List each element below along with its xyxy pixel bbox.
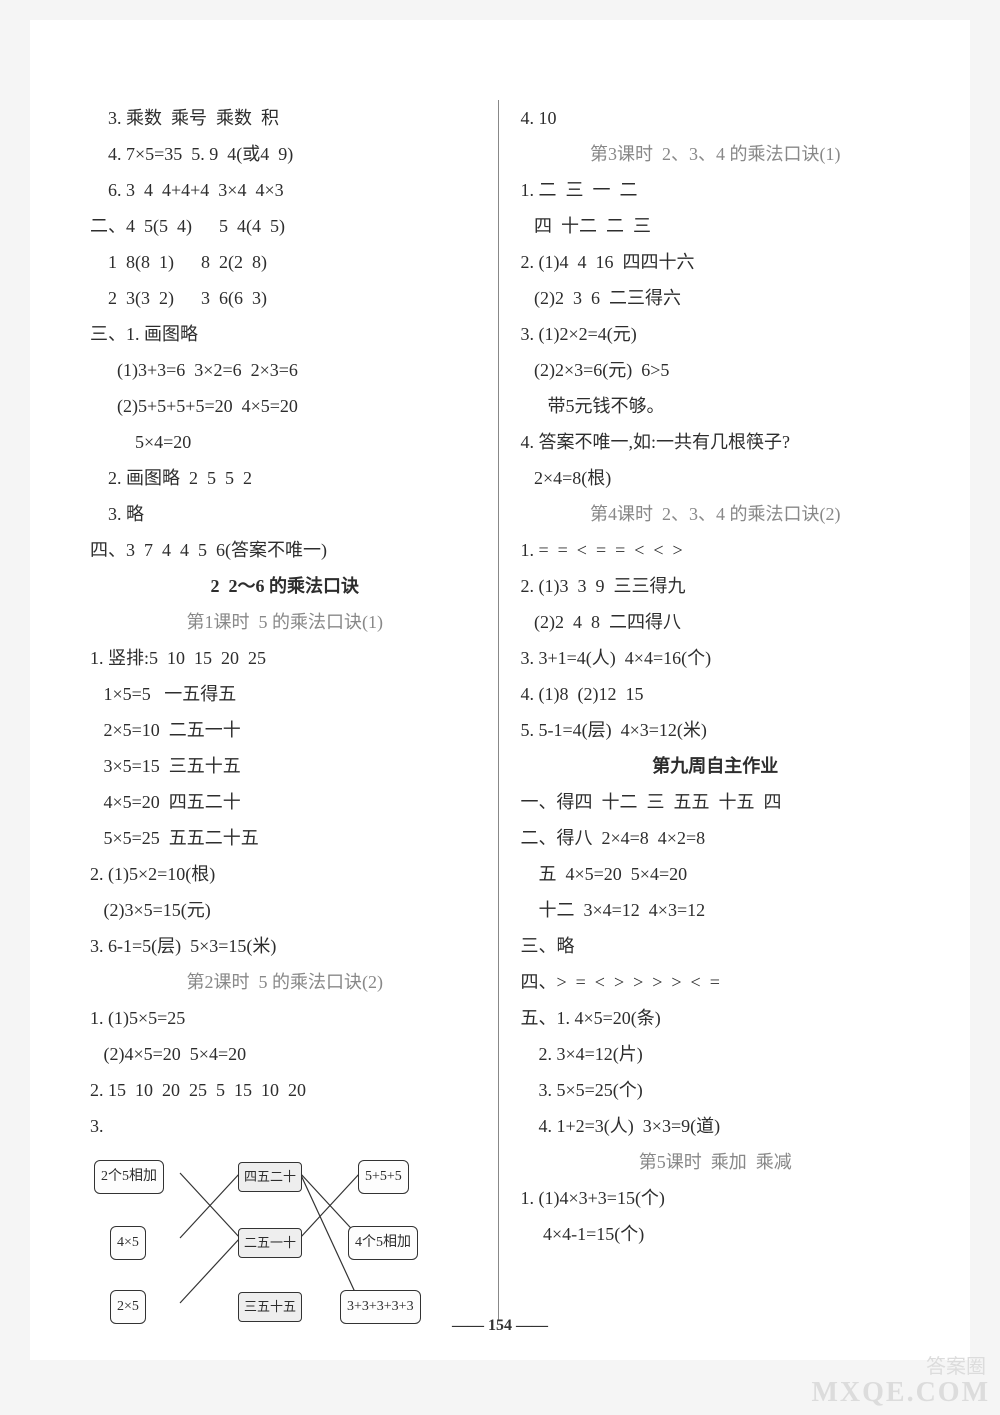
text-line: 1 8(8 1) 8 2(2 8) (90, 244, 480, 280)
text-line: 3. 略 (90, 496, 480, 532)
text-line: 4. 10 (521, 100, 911, 136)
text-line: 3. 3+1=4(人) 4×4=16(个) (521, 640, 911, 676)
diagram-node: 二五一十 (238, 1228, 302, 1258)
text-line: 4. 7×5=35 5. 9 4(或4 9) (90, 136, 480, 172)
text-line: 1. (1)4×3+3=15(个) (521, 1180, 911, 1216)
section-heading: 第九周自主作业 (521, 748, 911, 784)
text-line: (2)2 4 8 二四得八 (521, 604, 911, 640)
lesson-heading: 第2课时 5 的乘法口诀(2) (90, 964, 480, 1000)
text-line: 2. 3×4=12(片) (521, 1036, 911, 1072)
text-line: 3. 乘数 乘号 乘数 积 (90, 100, 480, 136)
text-line: (1)3+3=6 3×2=6 2×3=6 (90, 352, 480, 388)
text-line: 2×4=8(根) (521, 460, 911, 496)
text-line: 四、> = < > > > > < = (521, 964, 911, 1000)
text-line: 5×5=25 五五二十五 (90, 820, 480, 856)
text-line: 3. 5×5=25(个) (521, 1072, 911, 1108)
text-line: 四 十二 二 三 (521, 208, 911, 244)
two-column-layout: 3. 乘数 乘号 乘数 积 4. 7×5=35 5. 9 4(或4 9) 6. … (90, 100, 910, 1320)
lesson-heading: 第4课时 2、3、4 的乘法口诀(2) (521, 496, 911, 532)
text-line: 3. (1)2×2=4(元) (521, 316, 911, 352)
text-line: 2. (1)3 3 9 三三得九 (521, 568, 911, 604)
left-column: 3. 乘数 乘号 乘数 积 4. 7×5=35 5. 9 4(或4 9) 6. … (90, 100, 498, 1320)
diagram-node: 2个5相加 (94, 1160, 164, 1194)
lesson-heading: 第5课时 乘加 乘减 (521, 1144, 911, 1180)
matching-diagram: 2个5相加 4×5 2×5 四五二十 二五一十 三五十五 5+5+5 4个5相加… (90, 1148, 450, 1328)
watermark-text: 答案圈 (926, 1350, 986, 1379)
text-line: 一、得四 十二 三 五五 十五 四 (521, 784, 911, 820)
diagram-node: 5+5+5 (358, 1160, 409, 1194)
page-number: —— 154 —— (30, 1310, 970, 1342)
page: 3. 乘数 乘号 乘数 积 4. 7×5=35 5. 9 4(或4 9) 6. … (30, 20, 970, 1360)
text-line: (2)2 3 6 二三得六 (521, 280, 911, 316)
text-line: 1. 竖排:5 10 15 20 25 (90, 640, 480, 676)
lesson-heading: 第3课时 2、3、4 的乘法口诀(1) (521, 136, 911, 172)
text-line: 三、1. 画图略 (90, 316, 480, 352)
text-line: 1. = = < = = < < > (521, 532, 911, 568)
text-line: 4. (1)8 (2)12 15 (521, 676, 911, 712)
text-line: 四、3 7 4 4 5 6(答案不唯一) (90, 532, 480, 568)
text-line: 五、1. 4×5=20(条) (521, 1000, 911, 1036)
text-line: 二、4 5(5 4) 5 4(4 5) (90, 208, 480, 244)
text-line: 带5元钱不够。 (521, 388, 911, 424)
text-line: 十二 3×4=12 4×3=12 (521, 892, 911, 928)
text-line: 3×5=15 三五十五 (90, 748, 480, 784)
text-line: 4. 1+2=3(人) 3×3=9(道) (521, 1108, 911, 1144)
section-heading: 2 2～6 的乘法口诀 (90, 568, 480, 604)
text-line: 三、略 (521, 928, 911, 964)
text-line: 4. 答案不唯一,如:一共有几根筷子? (521, 424, 911, 460)
text-line: 2. (1)4 4 16 四四十六 (521, 244, 911, 280)
text-line: 4×5=20 四五二十 (90, 784, 480, 820)
text-line: 5×4=20 (90, 424, 480, 460)
diagram-node: 四五二十 (238, 1162, 302, 1192)
text-line: 5. 5-1=4(层) 4×3=12(米) (521, 712, 911, 748)
lesson-heading: 第1课时 5 的乘法口诀(1) (90, 604, 480, 640)
text-line: 二、得八 2×4=8 4×2=8 (521, 820, 911, 856)
text-line: 1. (1)5×5=25 (90, 1000, 480, 1036)
text-line: 1×5=5 一五得五 (90, 676, 480, 712)
text-line: (2)2×3=6(元) 6>5 (521, 352, 911, 388)
text-line: (2)3×5=15(元) (90, 892, 480, 928)
text-line: 1. 二 三 一 二 (521, 172, 911, 208)
text-line: 2 3(3 2) 3 6(6 3) (90, 280, 480, 316)
text-line: 2. 15 10 20 25 5 15 10 20 (90, 1072, 480, 1108)
text-line: (2)5+5+5+5=20 4×5=20 (90, 388, 480, 424)
text-line: 2×5=10 二五一十 (90, 712, 480, 748)
text-line: 2. 画图略 2 5 5 2 (90, 460, 480, 496)
text-line: 6. 3 4 4+4+4 3×4 4×3 (90, 172, 480, 208)
right-column: 4. 10 第3课时 2、3、4 的乘法口诀(1) 1. 二 三 一 二 四 十… (498, 100, 911, 1320)
text-line: 五 4×5=20 5×4=20 (521, 856, 911, 892)
text-line: (2)4×5=20 5×4=20 (90, 1036, 480, 1072)
diagram-node: 4×5 (110, 1226, 146, 1260)
watermark-url: MXQE.COM (811, 1377, 990, 1409)
text-line: 2. (1)5×2=10(根) (90, 856, 480, 892)
text-line: 3. 6-1=5(层) 5×3=15(米) (90, 928, 480, 964)
diagram-node: 4个5相加 (348, 1226, 418, 1260)
text-line: 4×4-1=15(个) (521, 1216, 911, 1252)
text-line: 3. (90, 1108, 480, 1144)
page-number-value: 154 (488, 1317, 512, 1334)
